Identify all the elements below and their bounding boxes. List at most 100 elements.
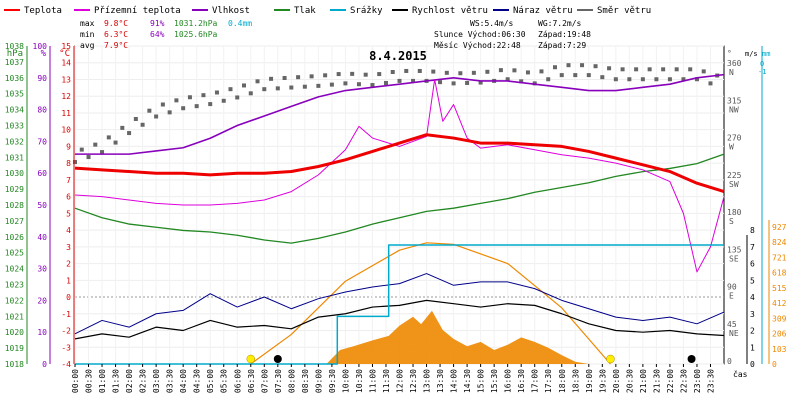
wind-direction-point	[701, 69, 706, 74]
dir-tick-label: 225	[727, 171, 742, 180]
wind-direction-point	[113, 140, 118, 145]
stats-row-label: avg	[80, 41, 95, 50]
wind-direction-point	[674, 67, 679, 72]
x-tick-label: 07:00	[260, 369, 269, 393]
rad-tick-label: 0	[772, 360, 777, 369]
hpa-tick-label: 1031	[5, 153, 24, 162]
wind-direction-point	[647, 67, 652, 72]
hpa-tick-label: 1023	[5, 281, 24, 290]
x-tick-label: 23:00	[693, 369, 702, 393]
pressure-line	[74, 153, 725, 244]
dir-compass-label: E	[729, 292, 734, 301]
temperature-line	[74, 133, 725, 194]
wind-direction-point	[681, 77, 686, 82]
wind-direction-point	[120, 125, 125, 130]
degc-tick-label: 0	[66, 293, 71, 302]
hpa-tick-label: 1022	[5, 296, 24, 305]
wind-direction-point	[688, 67, 693, 72]
wind-direction-point	[275, 86, 280, 91]
ms-tick-label: 4	[750, 293, 755, 302]
stats-row-label: min	[80, 30, 95, 39]
sun-rise-marker	[246, 354, 256, 364]
wind-direction-point	[167, 110, 172, 115]
wind-direction-point	[525, 70, 530, 75]
rad-tick-label: 927	[772, 223, 787, 232]
radiation-area	[75, 310, 724, 364]
dir-tick-label: 90	[727, 283, 737, 292]
wind-direction-point	[708, 81, 713, 86]
wind-direction-point	[573, 73, 578, 78]
hpa-tick-label: 1032	[5, 137, 24, 146]
x-tick-label: 14:00	[450, 369, 459, 393]
x-tick-label: 03:00	[152, 369, 161, 393]
wind-direction-point	[667, 77, 672, 82]
degc-tick-label: 2	[66, 260, 71, 269]
dir-compass-label: SW	[729, 180, 739, 189]
x-tick-label: 02:30	[139, 369, 148, 393]
stats-temp: 7.9°C	[104, 41, 128, 50]
degc-tick-label: -1	[61, 310, 71, 319]
wind-direction-point	[201, 93, 206, 98]
wind-direction-point	[208, 102, 213, 107]
stats-sunset: Západ:19:48	[538, 30, 591, 39]
wind-direction-point	[323, 73, 328, 78]
degc-tick-label: 13	[61, 75, 71, 84]
wind-direction-point	[174, 98, 179, 103]
wind-direction-point	[620, 67, 625, 72]
dir-compass-label: W	[729, 143, 734, 152]
x-tick-label: 16:00	[504, 369, 513, 393]
degc-tick-label: 8	[66, 159, 71, 168]
x-tick-label: 10:00	[341, 369, 350, 393]
chart-title: 8.4.2015	[369, 49, 427, 63]
dir-tick-label: 0	[727, 357, 732, 366]
pct-tick-label: 70	[37, 137, 47, 146]
stats-temp: 9.8°C	[104, 19, 128, 28]
legend-label: Tlak	[294, 6, 316, 16]
hpa-tick-label: 1025	[5, 249, 24, 258]
wind-direction-point	[640, 77, 645, 82]
pct-axis-label: %	[41, 49, 47, 59]
wind-direction-point	[478, 80, 483, 85]
mm-tick-label: -1	[758, 68, 766, 76]
wind-direction-point	[444, 70, 449, 75]
dir-tick-label: 180	[727, 208, 742, 217]
rad-tick-label: 206	[772, 330, 787, 339]
moon-set-marker	[273, 355, 282, 363]
wind-direction-point	[316, 83, 321, 88]
stats-pressure: 1031.2hPa	[174, 19, 218, 28]
wind-direction-point	[194, 104, 199, 109]
degc-tick-label: 7	[66, 176, 71, 185]
wind-direction-point	[147, 108, 152, 113]
pct-tick-label: 90	[37, 74, 47, 83]
wind-direction-point	[262, 87, 267, 92]
x-tick-label: 23:30	[706, 369, 715, 393]
x-tick-label: 07:30	[274, 369, 283, 393]
x-tick-label: 19:30	[598, 369, 607, 393]
degc-tick-label: 1	[66, 276, 71, 285]
legend-label: Náraz větru	[513, 6, 573, 16]
wind-direction-point	[127, 131, 132, 136]
wind-direction-point	[694, 77, 699, 82]
ms-axis-label: m/s	[745, 50, 758, 58]
wind-direction-point	[160, 102, 165, 107]
legend-label: Srážky	[350, 6, 383, 16]
x-tick-label: 17:30	[544, 369, 553, 393]
x-tick-label: 06:30	[247, 369, 256, 393]
x-tick-label: 15:30	[490, 369, 499, 393]
degc-tick-label: 6	[66, 193, 71, 202]
stats-humidity: 64%	[150, 30, 165, 39]
wind-direction-point	[309, 74, 314, 79]
x-tick-label: 04:00	[179, 369, 188, 393]
x-tick-label: 12:30	[409, 369, 418, 393]
wind-direction-point	[634, 67, 639, 72]
wind-direction-point	[417, 68, 422, 73]
dir-tick-label: 45	[727, 320, 737, 329]
hpa-axis-label: hPa	[7, 49, 23, 59]
degc-tick-label: 3	[66, 243, 71, 252]
legend-label: Teplota	[24, 6, 62, 16]
rad-tick-label: 412	[772, 299, 787, 308]
degc-tick-label: 15	[61, 42, 71, 51]
wind-direction-point	[498, 68, 503, 73]
hpa-tick-label: 1027	[5, 217, 24, 226]
wind-direction-point	[289, 85, 294, 90]
